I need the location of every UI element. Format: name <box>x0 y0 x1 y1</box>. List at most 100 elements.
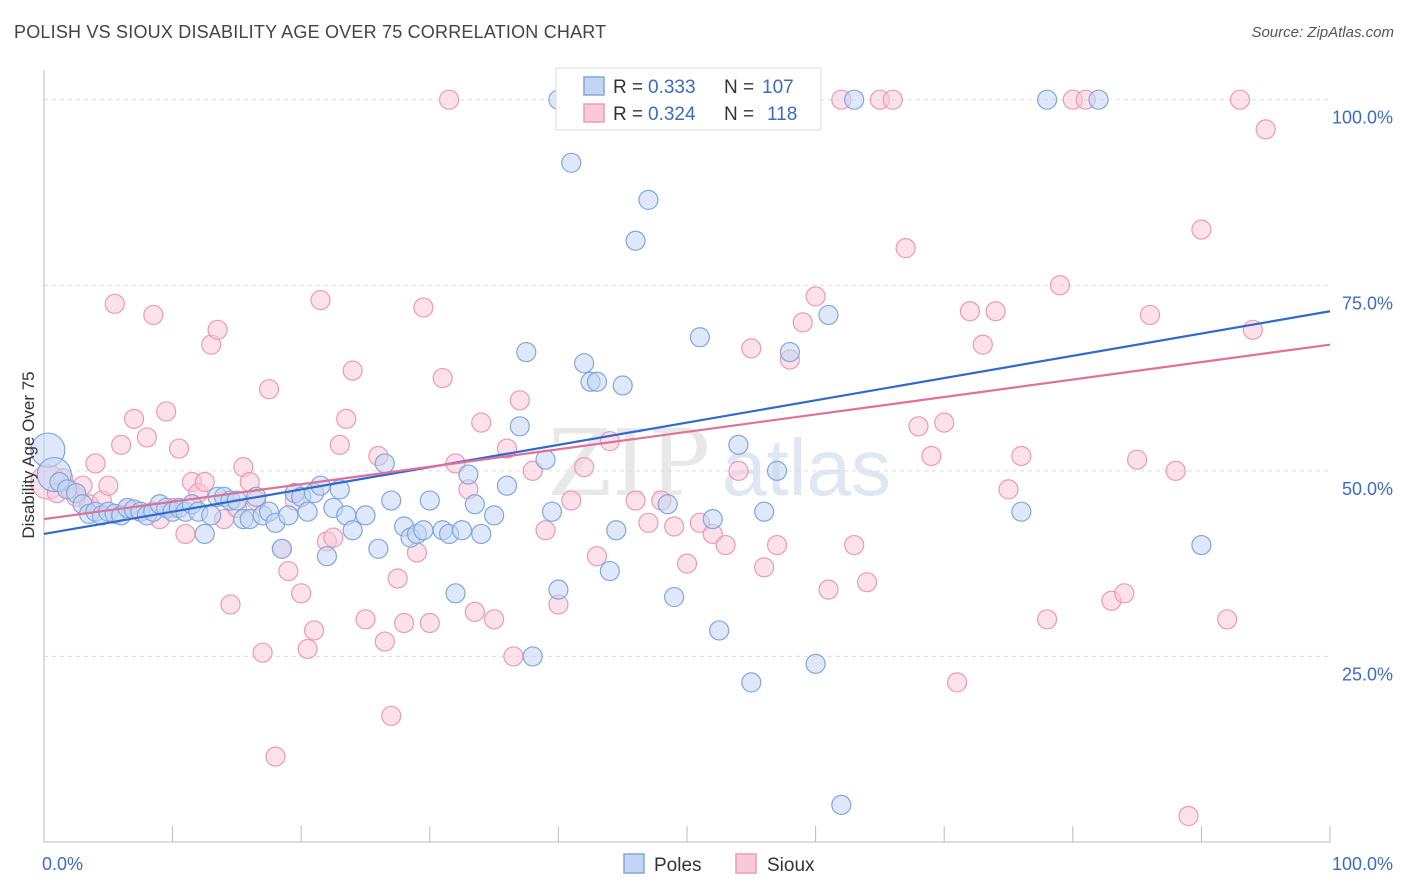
sioux-point <box>1191 219 1212 240</box>
sioux-point <box>438 89 460 110</box>
sioux-point <box>586 546 608 567</box>
x-tick-label-max: 100.0% <box>1332 854 1393 874</box>
sioux-point <box>715 534 736 556</box>
sioux-point <box>1255 119 1276 140</box>
poles-point <box>574 353 595 374</box>
sioux-point <box>1139 304 1161 326</box>
sioux-point <box>574 457 595 478</box>
poles-point <box>1011 501 1032 522</box>
y-axis-title: Disability Age Over 75 <box>19 371 38 538</box>
sioux-point <box>207 319 228 340</box>
poles-point <box>201 505 222 526</box>
sioux-point <box>123 408 145 429</box>
poles-point <box>413 520 434 541</box>
poles-point <box>451 520 473 541</box>
poles-point <box>381 490 402 511</box>
bottom-legend-swatch-sioux <box>735 853 757 874</box>
legend-r-poles: 0.333 <box>648 77 696 98</box>
sioux-point <box>741 338 762 359</box>
sioux-point <box>1036 609 1058 630</box>
sioux-point <box>728 460 749 481</box>
sioux-point <box>805 286 826 307</box>
sioux-point <box>484 609 505 630</box>
sioux-point <box>625 490 646 511</box>
poles-point <box>818 304 839 326</box>
sioux-point <box>856 572 878 593</box>
sioux-point <box>136 427 157 448</box>
sioux-point <box>220 594 241 615</box>
sioux-point <box>946 672 968 693</box>
legend-swatch-poles <box>583 76 605 96</box>
sioux-point <box>998 479 1019 500</box>
sioux-point <box>156 401 177 422</box>
bottom-legend-label-poles: Poles <box>654 855 702 876</box>
sioux-point <box>818 579 839 600</box>
poles-point <box>1191 534 1212 556</box>
legend-n-label-poles: N = <box>724 77 754 98</box>
sioux-point <box>143 304 164 326</box>
sioux-point <box>959 301 981 322</box>
sioux-point <box>1217 609 1238 630</box>
sioux-trend-line <box>43 343 1331 521</box>
sioux-point <box>175 523 196 545</box>
poles-point <box>561 152 582 173</box>
sioux-point <box>792 312 813 333</box>
poles-point <box>805 653 826 674</box>
poles-point <box>599 560 620 582</box>
sioux-point <box>419 612 440 634</box>
sioux-point <box>413 297 434 318</box>
poles-point <box>278 505 299 526</box>
poles-point <box>445 583 466 604</box>
poles-point <box>516 341 537 363</box>
y-tick-label: 75.0% <box>1342 293 1393 313</box>
sioux-point <box>432 367 453 389</box>
sioux-point <box>464 601 485 622</box>
sioux-point <box>844 534 865 556</box>
source-label: Source: ZipAtlas.com <box>1251 24 1394 41</box>
poles-point <box>754 501 775 522</box>
sioux-point <box>342 360 363 381</box>
stats-legend: R = 0.333 N = 107 R = 0.324 N = 118 <box>555 67 822 131</box>
poles-point <box>355 505 376 526</box>
grid-lines: 25.0% 50.0% 75.0% 100.0% <box>44 99 1393 684</box>
sioux-point <box>509 390 530 411</box>
sioux-point <box>258 379 280 400</box>
sioux-point <box>310 290 331 311</box>
sioux-point <box>329 434 350 455</box>
sioux-point <box>972 334 993 355</box>
y-tick-label: 100.0% <box>1332 108 1393 128</box>
legend-n-label-sioux: N = <box>724 104 754 125</box>
sioux-point <box>381 705 402 726</box>
poles-point <box>509 416 530 437</box>
legend-swatch-sioux <box>583 103 605 123</box>
sioux-point <box>676 553 698 574</box>
chart-title: POLISH VS SIOUX DISABILITY AGE OVER 75 C… <box>14 22 607 42</box>
poles-point <box>779 341 800 363</box>
sioux-point <box>882 89 903 110</box>
sioux-point <box>1049 275 1071 296</box>
poles-point <box>766 460 788 481</box>
sioux-point <box>934 412 955 433</box>
poles-point <box>709 620 730 641</box>
poles-trend-line <box>43 310 1331 536</box>
sioux-point <box>754 557 775 578</box>
poles-point <box>586 371 608 392</box>
poles-point <box>612 375 633 396</box>
poles-point <box>702 508 723 530</box>
poles-point <box>728 434 749 455</box>
sioux-point <box>98 475 119 496</box>
sioux-point <box>278 560 299 582</box>
sioux-point <box>194 471 215 493</box>
sioux-point <box>985 301 1006 322</box>
sioux-point <box>291 583 312 604</box>
watermark-atlas: atlas <box>722 423 891 512</box>
sioux-point <box>393 612 415 634</box>
sioux-point <box>638 512 659 533</box>
sioux-point <box>1178 805 1199 827</box>
poles-point <box>689 327 710 348</box>
sioux-point <box>297 638 318 660</box>
poles-point <box>496 475 518 496</box>
poles-point <box>541 501 563 522</box>
poles-point <box>271 538 293 559</box>
sioux-point <box>503 646 524 667</box>
